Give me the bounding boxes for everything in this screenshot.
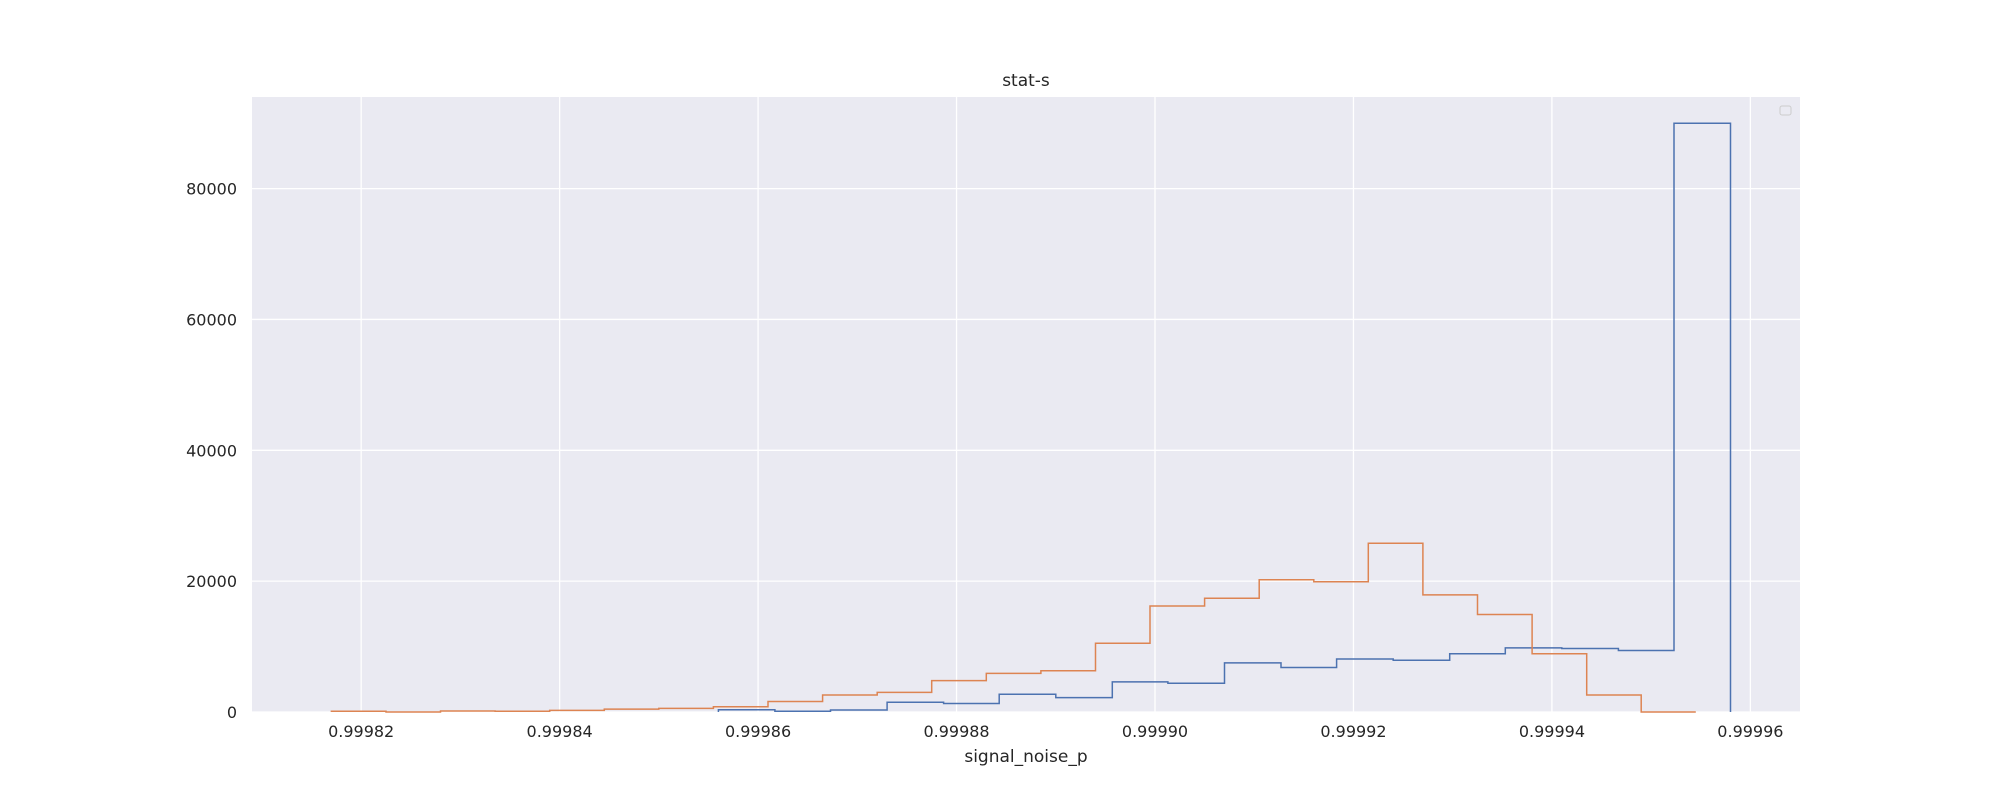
x-tick-label: 0.99990 <box>1122 722 1188 741</box>
grid-lines <box>252 97 1800 713</box>
y-tick-label: 0 <box>227 703 237 722</box>
series-layer <box>330 122 1732 713</box>
legend-box <box>1779 105 1792 116</box>
y-axis-ticks: 0 20000 40000 60000 80000 <box>186 180 237 722</box>
x-tick-label: 0.99986 <box>725 722 791 741</box>
x-tick-label: 0.99984 <box>527 722 593 741</box>
y-tick-label: 60000 <box>186 310 237 329</box>
x-tick-label: 0.99992 <box>1320 722 1386 741</box>
histogram-series-1 <box>717 122 1732 713</box>
x-tick-label: 0.99996 <box>1717 722 1783 741</box>
x-tick-label: 0.99988 <box>923 722 989 741</box>
plot-area <box>252 97 1800 712</box>
y-tick-label: 40000 <box>186 441 237 460</box>
x-tick-label: 0.99982 <box>328 722 394 741</box>
y-tick-label: 20000 <box>186 572 237 591</box>
histogram-series-2 <box>330 542 1696 713</box>
x-axis-label: signal_noise_p <box>964 747 1087 767</box>
y-tick-label: 80000 <box>186 180 237 199</box>
chart-title: stat-s <box>1002 71 1050 91</box>
x-tick-label: 0.99994 <box>1519 722 1585 741</box>
x-axis-ticks: 0.99982 0.99984 0.99986 0.99988 0.99990 0.999… <box>328 722 1783 741</box>
